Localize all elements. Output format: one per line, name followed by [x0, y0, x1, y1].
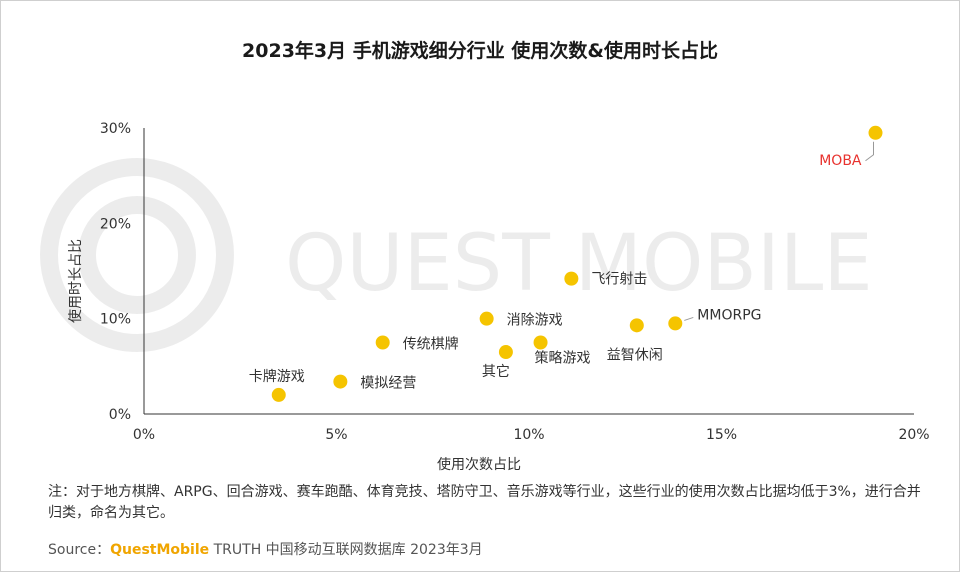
- data-label: 策略游戏: [535, 350, 591, 367]
- data-label: 飞行射击: [591, 272, 647, 288]
- x-tick-label: 5%: [325, 427, 347, 443]
- data-point: [533, 335, 548, 350]
- y-tick-label: 0%: [109, 407, 131, 423]
- label-leader-line: [684, 316, 694, 321]
- watermark-inner-ring: [78, 196, 196, 314]
- x-tick-label: 20%: [898, 427, 929, 443]
- x-tick-label: 0%: [133, 427, 155, 443]
- y-tick-label: 20%: [100, 216, 131, 232]
- watermark-ring: [40, 158, 234, 352]
- data-point: [668, 316, 683, 331]
- data-point: [629, 318, 644, 333]
- data-label: 模拟经营: [360, 376, 416, 392]
- watermark-text: QUEST MOBILE: [285, 219, 873, 309]
- data-label: 传统棋牌: [403, 336, 459, 353]
- data-point: [868, 125, 883, 140]
- data-point: [498, 345, 513, 360]
- label-leader-line: [865, 141, 874, 162]
- data-label: MMORPG: [697, 307, 761, 323]
- data-label: MOBA: [819, 153, 862, 169]
- y-tick-label: 30%: [100, 121, 131, 137]
- chart-title: 2023年3月 手机游戏细分行业 使用次数&使用时长占比: [242, 40, 718, 62]
- data-point: [564, 271, 579, 286]
- data-label: 益智休闲: [607, 347, 663, 363]
- data-label: 消除游戏: [507, 313, 563, 329]
- x-tick-label: 10%: [513, 427, 544, 443]
- x-axis-label: 使用次数占比: [437, 456, 521, 473]
- y-tick-label: 10%: [100, 312, 131, 328]
- y-axis-label: 使用时长占比: [67, 239, 84, 323]
- data-point: [333, 374, 348, 389]
- x-tick-label: 15%: [706, 427, 737, 443]
- source-brand: QuestMobile: [110, 542, 210, 558]
- data-label: 其它: [482, 363, 510, 380]
- source-prefix: Source：: [48, 542, 111, 558]
- data-label: 卡牌游戏: [249, 368, 305, 385]
- watermark-logo: [40, 158, 234, 352]
- data-point: [479, 311, 494, 326]
- data-point: [375, 335, 390, 350]
- footnote: 注：对于地方棋牌、ARPG、回合游戏、赛车跑酷、体育竞技、塔防守卫、音乐游戏等行…: [48, 484, 921, 521]
- source-line: Source：QuestMobile TRUTH 中国移动互联网数据库 2023…: [48, 539, 483, 559]
- source-suffix: TRUTH 中国移动互联网数据库 2023年3月: [213, 542, 483, 558]
- data-point: [271, 387, 286, 402]
